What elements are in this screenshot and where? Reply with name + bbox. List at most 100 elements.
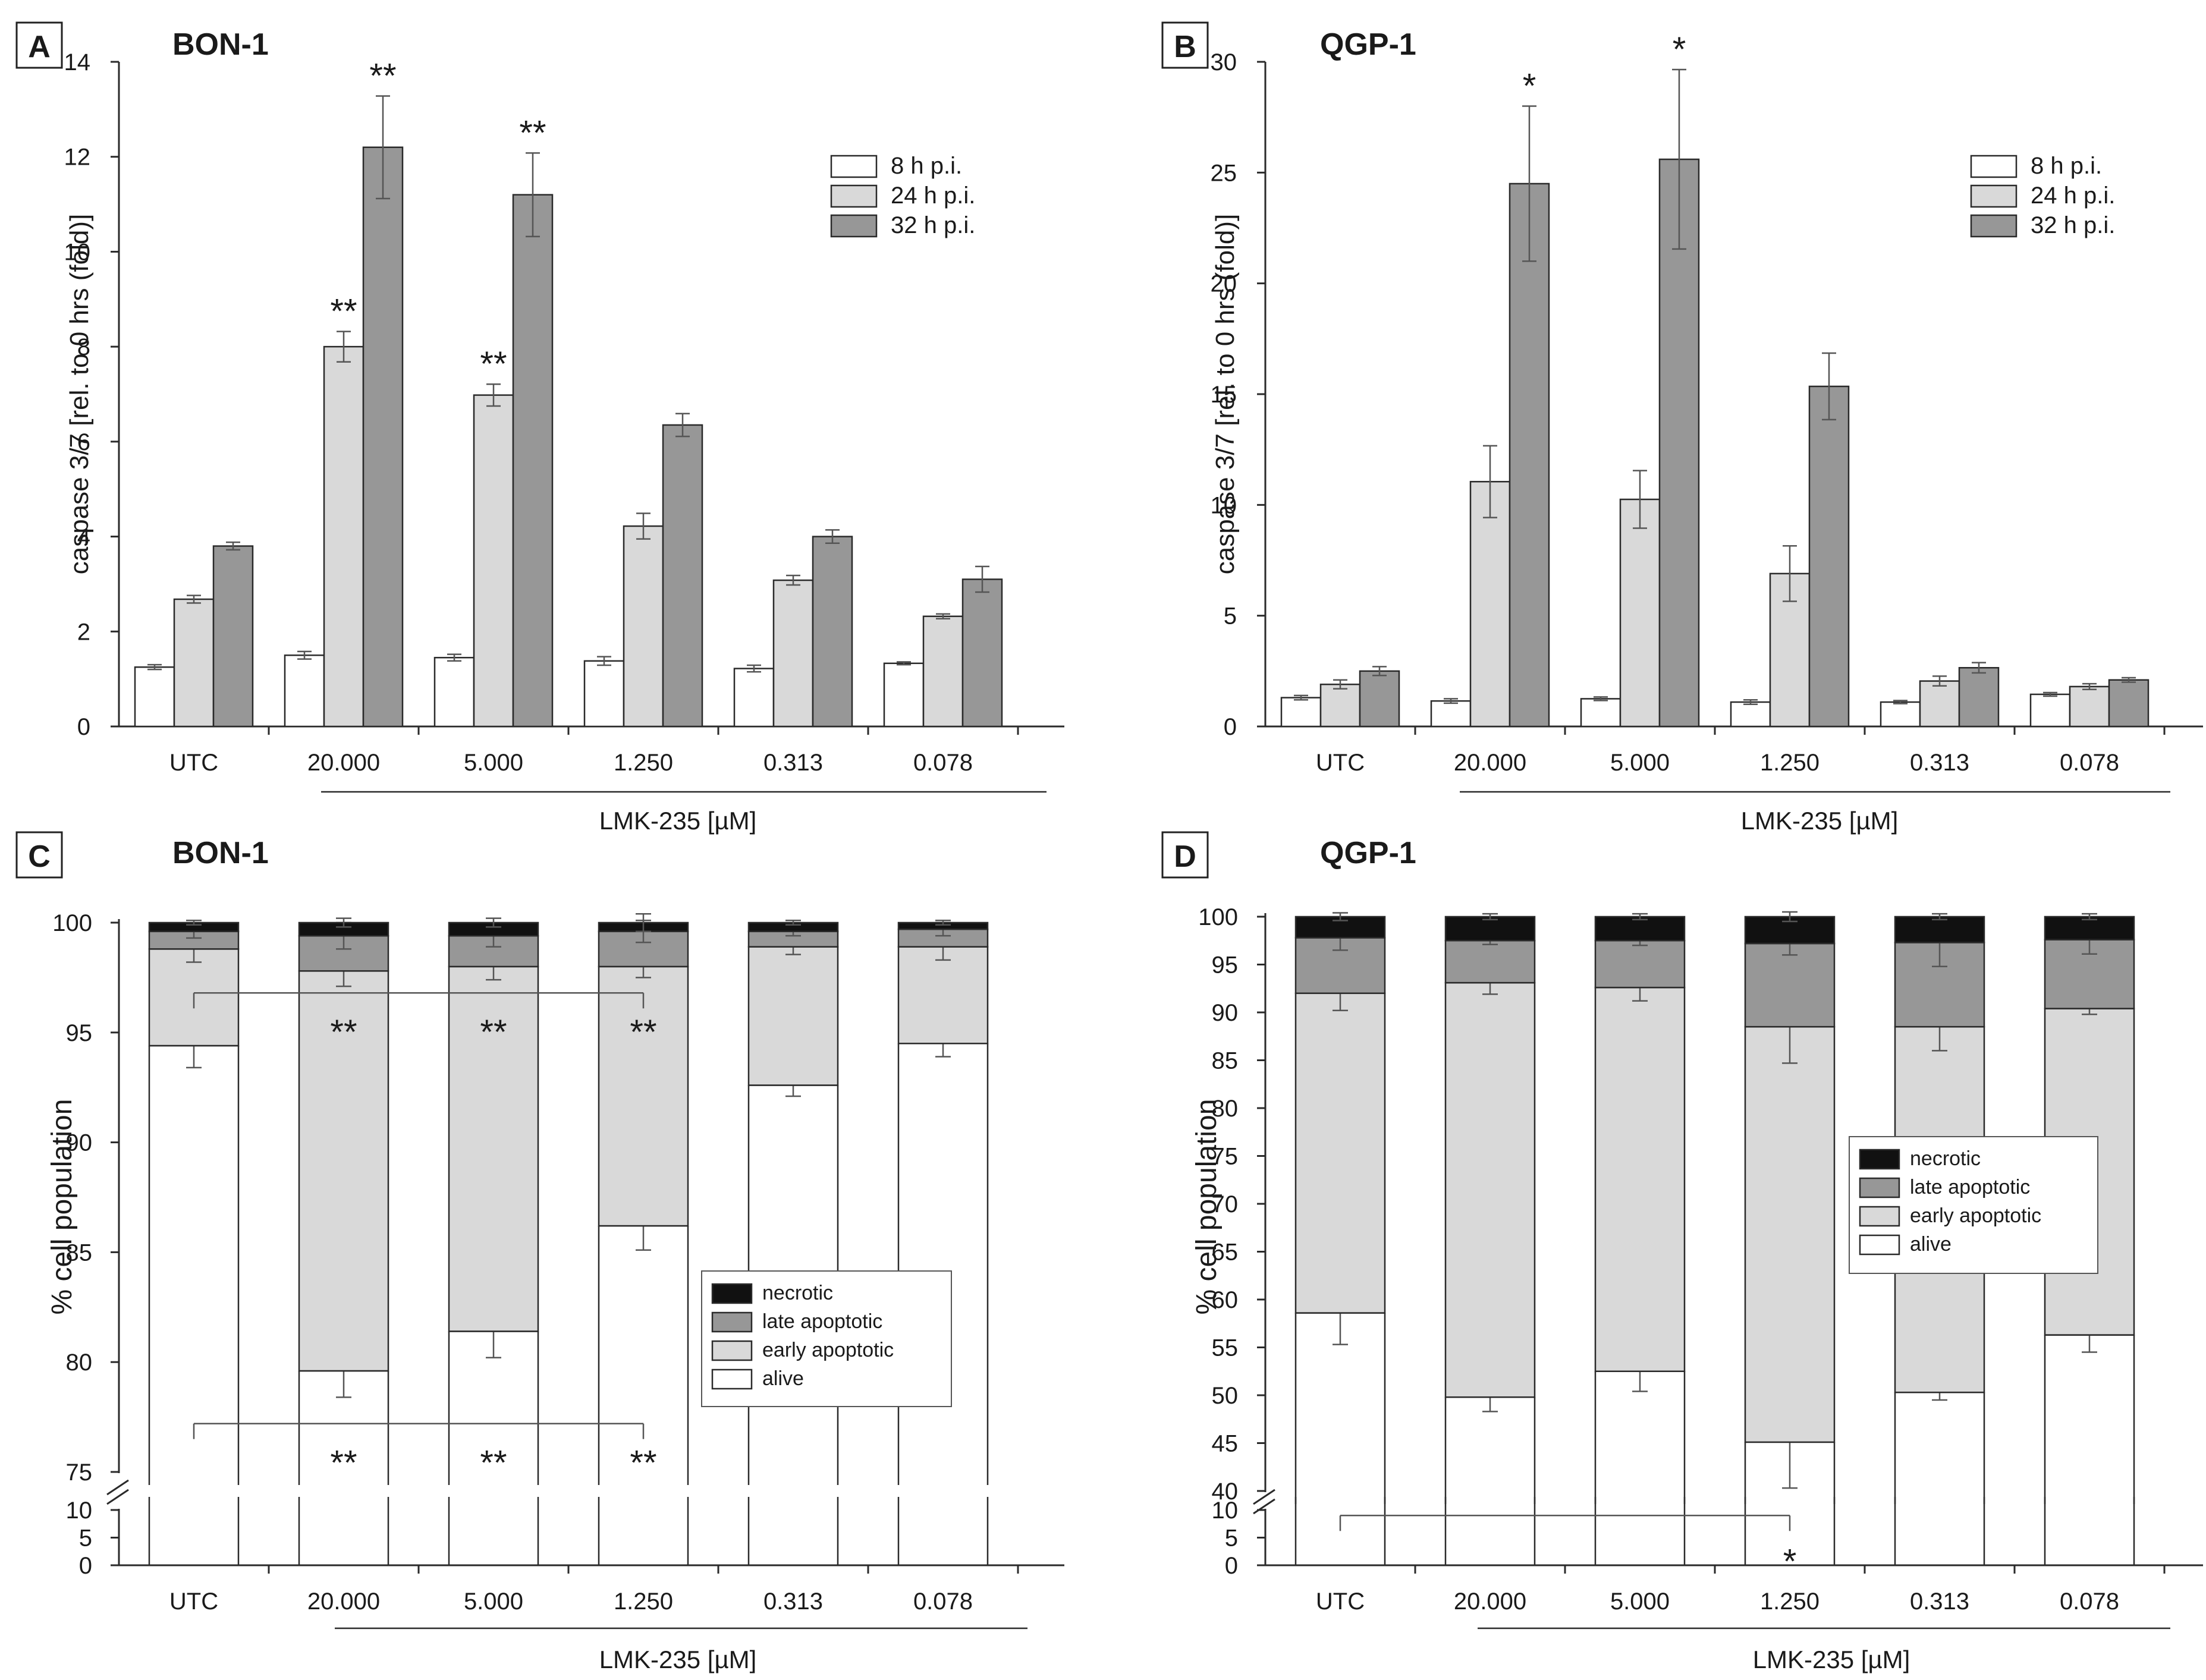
legend-label: 24 h p.i. [2031, 183, 2115, 209]
y-tick-label: 90 [66, 1130, 93, 1156]
x-tick-label: UTC [1316, 1588, 1365, 1615]
x-tick-label: 20.000 [307, 750, 380, 776]
axis-break-mark [106, 1479, 129, 1496]
legend-label: alive [762, 1367, 804, 1390]
y-tick-label: 5 [1225, 1525, 1238, 1552]
bar-segment-early-apoptotic [747, 946, 839, 1086]
legend-swatch [830, 214, 878, 238]
y-tick-label: 30 [1211, 49, 1237, 75]
bar-segment-alive [2045, 1335, 2134, 1491]
x-tick-label: 5.000 [464, 1588, 523, 1615]
y-axis-label: caspase 3/7 [rel. to 0 hrs (fold)] [1211, 214, 1240, 575]
x-axis-label: LMK-235 [µM] [1741, 807, 1899, 835]
legend-label: necrotic [1910, 1147, 1981, 1170]
significance-marker: ** [480, 1013, 507, 1052]
bar-24-h-p-i- [1619, 498, 1661, 728]
y-tick-label: 10 [1211, 492, 1237, 518]
bar-32-h-p-i- [1808, 385, 1850, 728]
x-tick-label: 20.000 [307, 1588, 380, 1615]
panel-letter: C [28, 839, 51, 874]
x-tick-label: 0.313 [1910, 1588, 1969, 1615]
bar-segment-alive [1445, 1397, 1535, 1491]
y-tick-label: 5 [79, 1525, 92, 1552]
x-tick-label: 0.078 [913, 750, 973, 776]
y-tick-label: 8 [77, 334, 90, 360]
x-axis-label: LMK-235 [µM] [599, 807, 757, 835]
legend-label: early apoptotic [1910, 1204, 2041, 1227]
legend-swatch [1859, 1206, 1900, 1227]
legend-swatch [1970, 214, 2018, 238]
panel-B: B QGP-1 0 5 10 15 20 25 30 caspase 3/7 [rel. to 0… [1161, 21, 2203, 835]
y-tick-label: 80 [66, 1349, 93, 1376]
legend-swatch [1970, 155, 2018, 178]
y-tick-label: 0 [1225, 1553, 1238, 1579]
y-tick-label: 20 [1211, 271, 1237, 297]
significance-marker: ** [480, 345, 507, 383]
significance-marker: * [1523, 67, 1536, 106]
axis-break-mark [1253, 1498, 1275, 1515]
legend-swatch [711, 1340, 753, 1361]
significance-marker: * [1783, 1543, 1797, 1581]
bar-24-h-p-i- [772, 579, 814, 728]
bar-32-h-p-i- [1509, 183, 1550, 728]
bar-segment-alive [898, 1043, 988, 1472]
bar-24-h-p-i- [1919, 680, 1960, 728]
legend-swatch [711, 1283, 753, 1304]
x-tick-label: 0.078 [2060, 1588, 2119, 1615]
bar-segment-early-apoptotic [1294, 992, 1386, 1314]
panel-letter-box [15, 21, 63, 69]
legend-swatch [1859, 1177, 1900, 1198]
panel-letter-box [1161, 21, 1209, 69]
significance-marker: * [1673, 30, 1686, 69]
y-tick-label: 60 [1212, 1287, 1239, 1313]
y-tick-label: 85 [66, 1239, 93, 1266]
bar-segment-necrotic [1444, 915, 1536, 942]
panel-letter: D [1174, 839, 1196, 874]
y-tick-label: 80 [1212, 1096, 1239, 1122]
legend-label: late apoptotic [762, 1310, 882, 1333]
legend-swatch [1970, 184, 2018, 208]
bar-32-h-p-i- [961, 578, 1003, 728]
legend-swatch [1859, 1234, 1900, 1256]
bar-32-h-p-i- [362, 146, 404, 728]
legend-swatch [830, 155, 878, 178]
bar-24-h-p-i- [1469, 480, 1511, 728]
bar-segment-early-apoptotic [1594, 986, 1686, 1372]
axis-break-mark [1253, 1489, 1275, 1505]
y-tick-label: 12 [64, 144, 91, 171]
bar-8-h-p-i- [583, 660, 625, 728]
y-tick-label: 40 [1212, 1478, 1239, 1505]
bar-segment-alive [1895, 1392, 1984, 1491]
bar-8-h-p-i- [1880, 701, 1921, 728]
y-tick-label: 2 [77, 619, 90, 645]
x-axis-label: LMK-235 [µM] [1753, 1646, 1910, 1673]
legend-label: 32 h p.i. [891, 212, 975, 238]
x-tick-label: 20.000 [1454, 750, 1526, 776]
significance-marker: ** [630, 1013, 656, 1052]
y-tick-label: 95 [66, 1020, 93, 1046]
x-tick-label: UTC [169, 750, 218, 776]
bar-24-h-p-i- [473, 394, 514, 728]
y-tick-label: 15 [1211, 382, 1237, 408]
bar-8-h-p-i- [284, 654, 325, 728]
y-tick-label: 10 [64, 239, 91, 265]
y-tick-label: 6 [77, 429, 90, 455]
bar-8-h-p-i- [134, 666, 175, 728]
bar-24-h-p-i- [173, 598, 215, 728]
chart-title: BON-1 [172, 27, 269, 62]
x-tick-label: 0.078 [2060, 750, 2119, 776]
bar-segment-early-apoptotic [1444, 981, 1536, 1398]
chart-title: QGP-1 [1320, 836, 1416, 870]
bar-24-h-p-i- [623, 525, 664, 728]
bar-segment-alive [149, 1045, 238, 1472]
y-tick-label: 50 [1212, 1383, 1239, 1409]
y-axis-label: % cell population [1191, 1099, 1223, 1315]
panel-letter-box [15, 831, 63, 879]
x-tick-label: 0.078 [913, 1588, 973, 1615]
y-tick-label: 100 [52, 910, 92, 936]
x-axis-label: LMK-235 [µM] [599, 1646, 757, 1673]
bar-segment-early-apoptotic [298, 970, 389, 1372]
panel-letter: A [28, 30, 51, 64]
